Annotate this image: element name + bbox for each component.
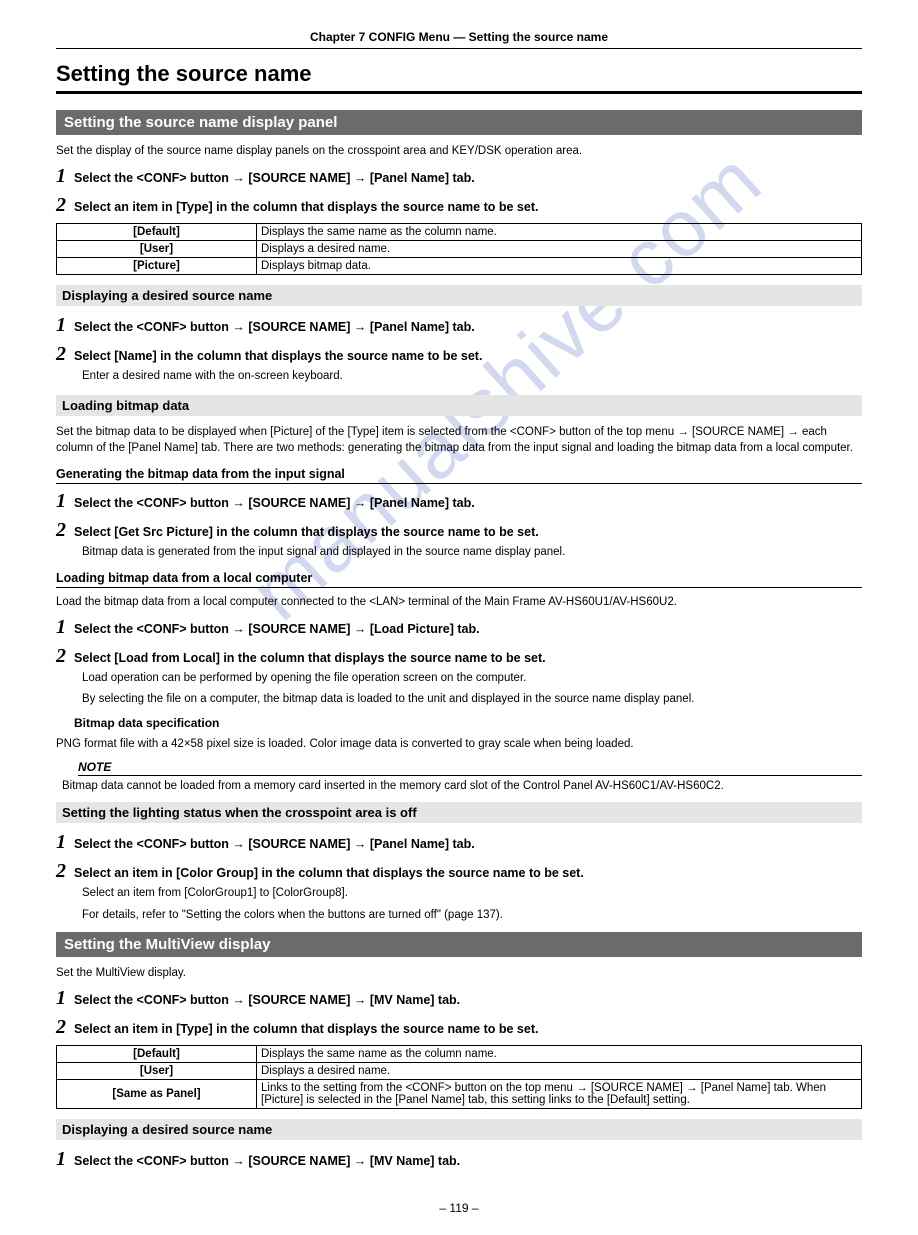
step-text: Select the <CONF> button → [SOURCE NAME]… — [74, 993, 460, 1007]
subheading-desired-source-name: Displaying a desired source name — [56, 285, 862, 306]
body-text: Set the MultiView display. — [56, 965, 862, 981]
table-row: [Picture]Displays bitmap data. — [57, 258, 862, 275]
spec-heading: Bitmap data specification — [74, 716, 862, 730]
type-options-table: [Default]Displays the same name as the c… — [56, 223, 862, 275]
step-text: Select [Name] in the column that display… — [74, 349, 482, 363]
step-number: 1 — [56, 987, 74, 1010]
subheading-loading-bitmap: Loading bitmap data — [56, 395, 862, 416]
step-number: 1 — [56, 165, 74, 188]
step-number: 2 — [56, 343, 74, 366]
step-text: Select the <CONF> button → [SOURCE NAME]… — [74, 496, 475, 510]
subheading-desired-source-name-mv: Displaying a desired source name — [56, 1119, 862, 1140]
step: 1 Select the <CONF> button → [SOURCE NAM… — [56, 165, 862, 188]
step-text: Select the <CONF> button → [SOURCE NAME]… — [74, 837, 475, 851]
step-number: 2 — [56, 519, 74, 542]
step-text: Select an item in [Type] in the column t… — [74, 200, 538, 214]
body-text: Load the bitmap data from a local comput… — [56, 594, 862, 610]
step-text: Select the <CONF> button → [SOURCE NAME]… — [74, 622, 480, 636]
table-row: [Same as Panel]Links to the setting from… — [57, 1080, 862, 1109]
table-row: [User]Displays a desired name. — [57, 1063, 862, 1080]
table-row: [Default]Displays the same name as the c… — [57, 224, 862, 241]
step-number: 1 — [56, 831, 74, 854]
mv-type-options-table: [Default]Displays the same name as the c… — [56, 1045, 862, 1109]
step-text: Select an item in [Type] in the column t… — [74, 1022, 538, 1036]
sub-text: Load operation can be performed by openi… — [82, 670, 862, 687]
subsub-loading-local: Loading bitmap data from a local compute… — [56, 571, 862, 588]
chapter-header: Chapter 7 CONFIG Menu — Setting the sour… — [56, 30, 862, 49]
page-title: Setting the source name — [56, 61, 862, 94]
subsub-generating-bitmap: Generating the bitmap data from the inpu… — [56, 467, 862, 484]
sub-text: For details, refer to "Setting the color… — [82, 907, 862, 924]
step-text: Select [Get Src Picture] in the column t… — [74, 525, 539, 539]
step-number: 1 — [56, 616, 74, 639]
section-source-name-display-panel: Setting the source name display panel — [56, 110, 862, 135]
step-number: 1 — [56, 490, 74, 513]
step-text: Select an item in [Color Group] in the c… — [74, 866, 584, 880]
sub-text: Enter a desired name with the on-screen … — [82, 368, 862, 385]
step-number: 2 — [56, 194, 74, 217]
step-text: Select [Load from Local] in the column t… — [74, 651, 546, 665]
step-number: 2 — [56, 1016, 74, 1039]
table-row: [Default]Displays the same name as the c… — [57, 1046, 862, 1063]
section-multiview-display: Setting the MultiView display — [56, 932, 862, 957]
body-text: Set the bitmap data to be displayed when… — [56, 424, 862, 456]
step-number: 2 — [56, 645, 74, 668]
step: 2 Select an item in [Type] in the column… — [56, 194, 862, 217]
table-row: [User]Displays a desired name. — [57, 241, 862, 258]
body-text: PNG format file with a 42×58 pixel size … — [56, 736, 862, 752]
page-number: – 119 – — [56, 1201, 862, 1215]
step-number: 1 — [56, 314, 74, 337]
sub-text: Select an item from [ColorGroup1] to [Co… — [82, 885, 862, 902]
step-text: Select the <CONF> button → [SOURCE NAME]… — [74, 320, 475, 334]
sub-text: By selecting the file on a computer, the… — [82, 691, 862, 708]
note-label: NOTE — [78, 760, 862, 776]
step-text: Select the <CONF> button → [SOURCE NAME]… — [74, 1154, 460, 1168]
note-text: Bitmap data cannot be loaded from a memo… — [62, 780, 862, 792]
step-number: 2 — [56, 860, 74, 883]
step-number: 1 — [56, 1148, 74, 1171]
sub-text: Bitmap data is generated from the input … — [82, 544, 862, 561]
step-text: Select the <CONF> button → [SOURCE NAME]… — [74, 171, 475, 185]
subheading-lighting-status: Setting the lighting status when the cro… — [56, 802, 862, 823]
intro-text: Set the display of the source name displ… — [56, 143, 862, 159]
